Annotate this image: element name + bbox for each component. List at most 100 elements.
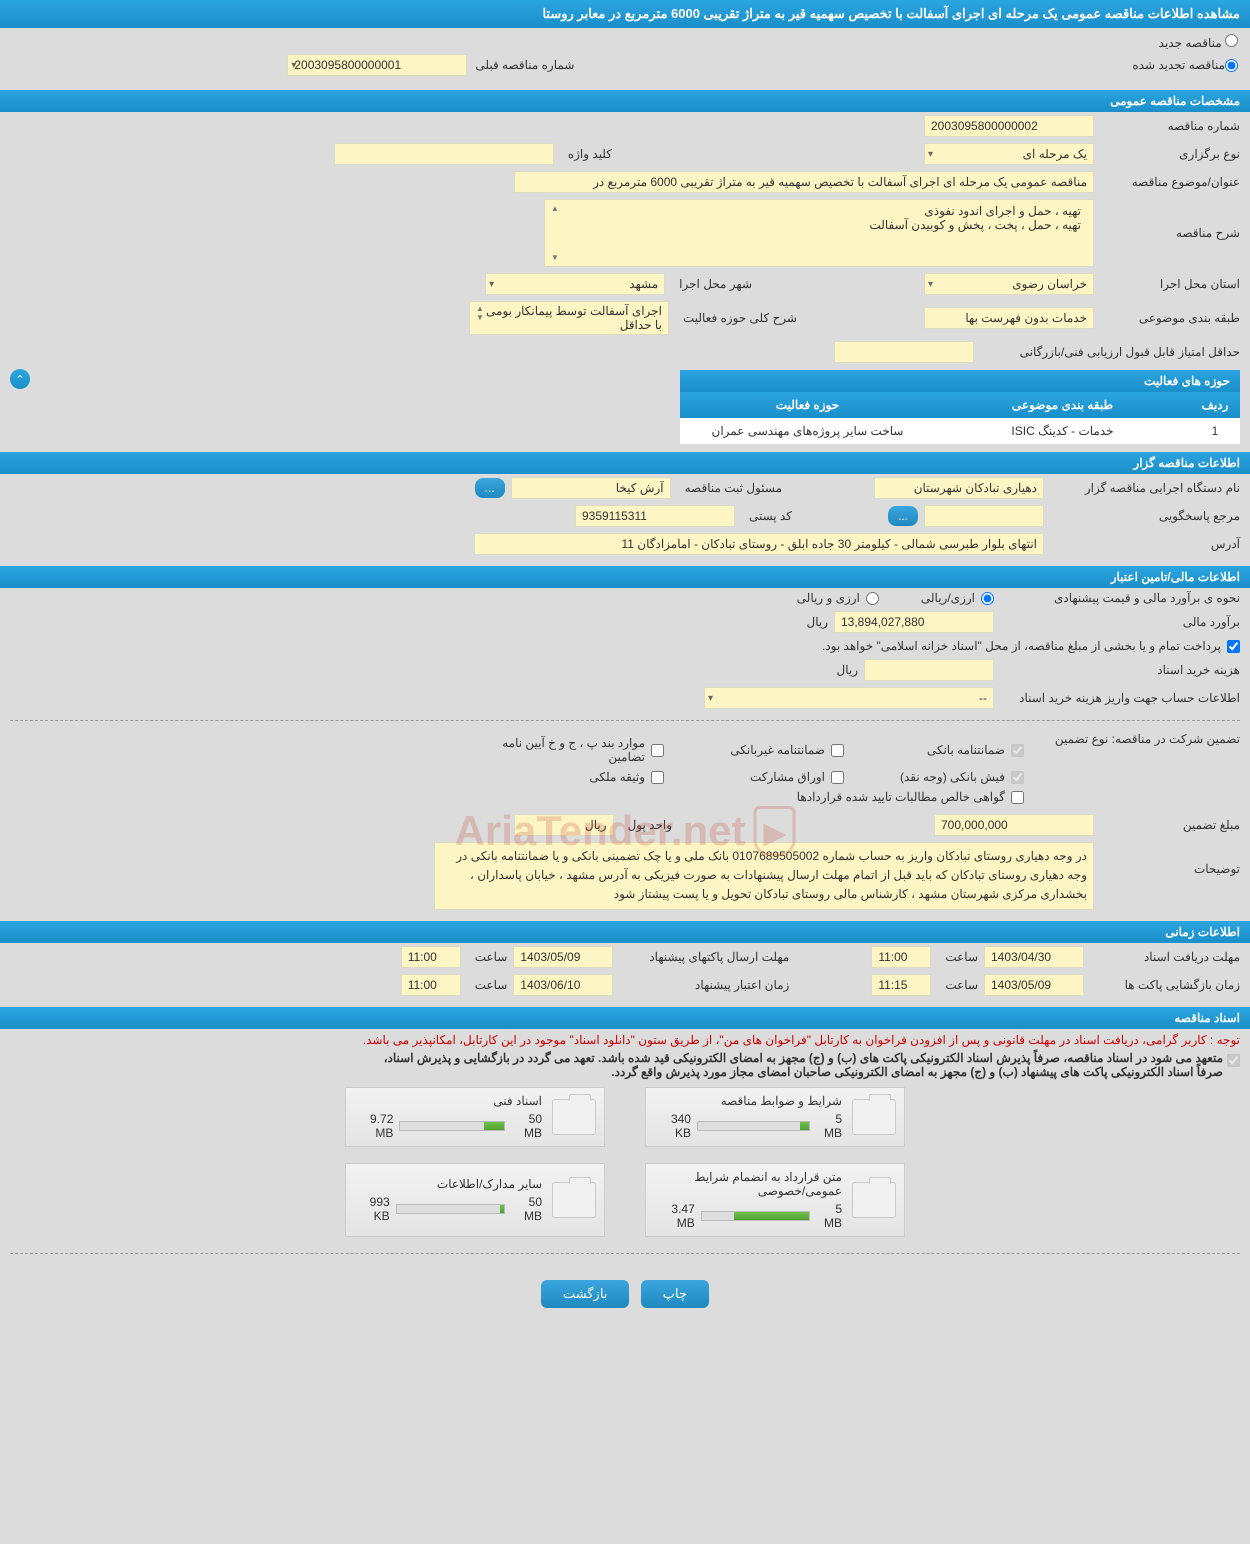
opening-time: 11:15 xyxy=(871,974,931,996)
min-score-label: حداقل امتیاز قابل قبول ارزیابی فنی/بازرگ… xyxy=(980,345,1240,359)
prev-number-select[interactable]: 2003095800000001 xyxy=(287,54,467,76)
doc-title: سایر مدارک/اطلاعات xyxy=(354,1177,542,1191)
progress-bar xyxy=(701,1211,811,1221)
postal-label: کد پستی xyxy=(741,509,792,523)
contact-more-button[interactable]: ... xyxy=(888,506,918,526)
radio-both[interactable] xyxy=(866,592,879,605)
subject-label: عنوان/موضوع مناقصه xyxy=(1100,175,1240,189)
folder-icon xyxy=(852,1182,896,1218)
hour-label-2: ساعت xyxy=(467,950,508,964)
doc-deadline-time: 11:00 xyxy=(871,946,931,968)
account-select[interactable]: -- xyxy=(704,687,994,709)
keyword-label: کلید واژه xyxy=(560,147,612,161)
estimate-field: 13,894,027,880 xyxy=(834,611,994,633)
bid-deadline-time: 11:00 xyxy=(401,946,461,968)
scroll-indicator: ▲▼ xyxy=(551,204,559,262)
doc-card[interactable]: سایر مدارک/اطلاعات 50 MB 993 KB xyxy=(345,1163,605,1237)
bid-deadline-label: مهلت ارسال پاکتهای پیشنهاد xyxy=(619,950,789,964)
payment-note: پرداخت تمام و یا بخشی از مبلغ مناقصه، از… xyxy=(822,639,1221,653)
collapse-button[interactable]: ⌃ xyxy=(10,369,30,389)
desc-line2: تهیه ، حمل ، پخت ، پخش و کوبیدن آسفالت xyxy=(561,218,1081,232)
currency-unit-label: واحد پول xyxy=(620,818,672,832)
documents-grid: شرایط و ضوابط مناقصه 5 MB 340 KB اسناد ف… xyxy=(0,1079,1250,1155)
doc-deadline-label: مهلت دریافت اسناد xyxy=(1090,950,1240,964)
doc-cap: 50 MB xyxy=(511,1195,542,1223)
keyword-field[interactable] xyxy=(334,143,554,165)
activity-table-title: حوزه های فعالیت xyxy=(1144,374,1230,388)
opening-label: زمان بازگشایی پاکت ها xyxy=(1090,978,1240,992)
min-score-field[interactable] xyxy=(834,341,974,363)
folder-icon xyxy=(552,1099,596,1135)
folder-icon xyxy=(552,1182,596,1218)
address-label: آدرس xyxy=(1050,537,1240,551)
section-tenderer: اطلاعات مناقصه گزار xyxy=(0,452,1250,474)
doc-cost-field[interactable] xyxy=(864,659,994,681)
desc-textarea[interactable]: تهیه ، حمل و اجرای اندود نفوذی تهیه ، حم… xyxy=(544,199,1094,267)
documents-note-red: توجه : کاربر گرامی، دریافت اسناد در مهلت… xyxy=(0,1029,1250,1051)
documents-grid-2: متن قرارداد به انضمام شرایط عمومی/خصوصی … xyxy=(0,1155,1250,1245)
cb-nonbank[interactable] xyxy=(831,744,844,757)
activity-scope-label: شرح کلی حوزه فعالیت xyxy=(675,311,797,325)
prev-number-label: شماره مناقصه قبلی xyxy=(467,58,574,72)
doc-title: متن قرارداد به انضمام شرایط عمومی/خصوصی xyxy=(654,1170,842,1198)
validity-date: 1403/06/10 xyxy=(513,974,613,996)
guarantee-heading: تضمین شرکت در مناقصه: نوع تضمین xyxy=(1030,732,1240,746)
desc-line1: تهیه ، حمل و اجرای اندود نفوذی xyxy=(561,204,1081,218)
classification-label: طبقه بندی موضوعی xyxy=(1100,311,1240,325)
province-select[interactable]: خراسان رضوی xyxy=(924,273,1094,295)
registrar-field: آرش کیخا xyxy=(511,477,671,499)
treasury-checkbox[interactable] xyxy=(1227,640,1240,653)
col-row: ردیف xyxy=(1190,392,1240,418)
button-bar: چاپ بازگشت xyxy=(0,1262,1250,1326)
cb-bank xyxy=(1011,744,1024,757)
radio-new-tender-label: مناقصه جدید xyxy=(1159,36,1222,50)
city-label: شهر محل اجرا xyxy=(671,277,752,291)
validity-label: زمان اعتبار پیشنهاد xyxy=(619,978,789,992)
print-button[interactable]: چاپ xyxy=(641,1280,709,1308)
guarantee-types: ضمانتنامه بانکی ضمانتنامه غیربانکی موارد… xyxy=(234,732,1024,808)
page-title: مشاهده اطلاعات مناقصه عمومی یک مرحله ای … xyxy=(0,0,1250,28)
radio-renewed-tender[interactable] xyxy=(1225,59,1238,72)
section-timing: اطلاعات زمانی xyxy=(0,921,1250,943)
doc-card[interactable]: شرایط و ضوابط مناقصه 5 MB 340 KB xyxy=(645,1087,905,1147)
hour-label-3: ساعت xyxy=(937,978,978,992)
divider xyxy=(10,720,1240,721)
activity-scope-field[interactable]: اجرای آسفالت توسط پیمانکار بومی با حداقل… xyxy=(469,301,669,335)
tender-type-radios: مناقصه جدید مناقصه تجدید شده شماره مناقص… xyxy=(0,28,1250,82)
currency-label: ریال xyxy=(798,615,828,629)
subject-field[interactable]: مناقصه عمومی یک مرحله ای اجرای آسفالت با… xyxy=(514,171,1094,193)
doc-cap: 5 MB xyxy=(816,1202,842,1230)
validity-time: 11:00 xyxy=(401,974,461,996)
city-select[interactable]: مشهد xyxy=(485,273,665,295)
doc-deadline-date: 1403/04/30 xyxy=(984,946,1084,968)
cb-receivables[interactable] xyxy=(1011,791,1024,804)
cb-deed[interactable] xyxy=(651,771,664,784)
doc-card[interactable]: متن قرارداد به انضمام شرایط عمومی/خصوصی … xyxy=(645,1163,905,1237)
table-row: 1 خدمات - کدینگ ISIC ساخت سایر پروژه‌های… xyxy=(680,418,1240,444)
tender-number-label: شماره مناقصه xyxy=(1100,119,1240,133)
explain-textarea[interactable]: در وجه دهیاری روستای تبادکان واریز به حس… xyxy=(434,842,1094,910)
documents-note-bold2: صرفاً اسناد الکترونیکی پاکت های پیشنهاد … xyxy=(384,1065,1223,1079)
cb-securities[interactable] xyxy=(831,771,844,784)
account-label: اطلاعات حساب جهت واریز هزینه خرید اسناد xyxy=(1000,691,1240,705)
section-financial: اطلاعات مالی/تامین اعتبار xyxy=(0,566,1250,588)
currency-label-2: ریال xyxy=(828,663,858,677)
guarantee-amount-field: 700,000,000 xyxy=(934,814,1094,836)
doc-card[interactable]: اسناد فنی 50 MB 9.72 MB xyxy=(345,1087,605,1147)
cb-clauses[interactable] xyxy=(651,744,664,757)
radio-both-label: ارزی و ریالی xyxy=(797,591,860,605)
tender-number-field: 2003095800000002 xyxy=(924,115,1094,137)
guarantee-amount-label: مبلغ تضمین xyxy=(1100,818,1240,832)
doc-cost-label: هزینه خرید اسناد xyxy=(1000,663,1240,677)
type-select[interactable]: یک مرحله ای xyxy=(924,143,1094,165)
radio-rial-label: ارزی/ریالی xyxy=(921,591,975,605)
doc-size: 3.47 MB xyxy=(654,1202,695,1230)
back-button[interactable]: بازگشت xyxy=(541,1280,629,1308)
section-general: مشخصات مناقصه عمومی xyxy=(0,90,1250,112)
more-button[interactable]: ... xyxy=(475,478,505,498)
radio-new-tender[interactable] xyxy=(1225,34,1238,47)
registrar-label: مسئول ثبت مناقصه xyxy=(677,481,782,495)
radio-rial[interactable] xyxy=(981,592,994,605)
classification-field: خدمات بدون فهرست بها xyxy=(924,307,1094,329)
contact-field[interactable] xyxy=(924,505,1044,527)
